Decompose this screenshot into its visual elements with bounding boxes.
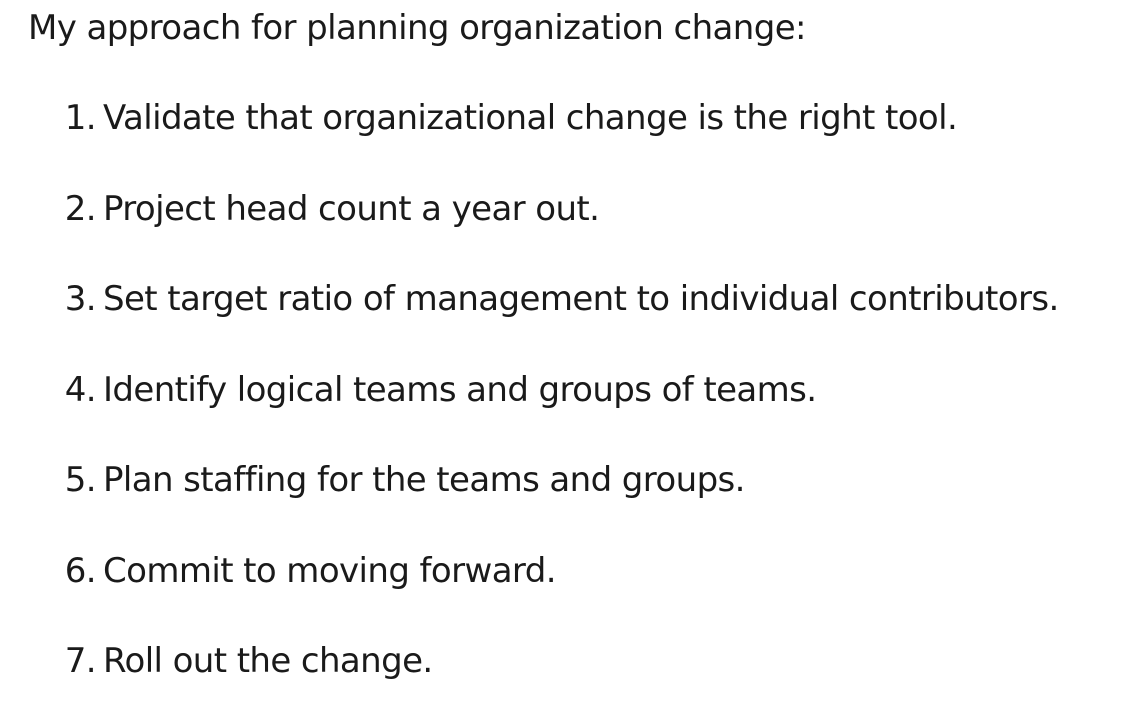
list-item: 2. Project head count a year out.	[0, 189, 1127, 229]
step-number: 1.	[64, 98, 97, 138]
step-text: Roll out the change.	[103, 641, 433, 681]
step-number: 5.	[64, 460, 97, 500]
step-number: 7.	[64, 641, 97, 681]
step-text: Set target ratio of management to indivi…	[103, 279, 1059, 319]
step-text: Identify logical teams and groups of tea…	[103, 370, 817, 410]
step-number: 3.	[64, 279, 97, 319]
list-item: 7. Roll out the change.	[0, 641, 1127, 681]
list-item: 6. Commit to moving forward.	[0, 551, 1127, 591]
step-number: 4.	[64, 370, 97, 410]
step-text: Plan staffing for the teams and groups.	[103, 460, 745, 500]
list-item: 5. Plan staffing for the teams and group…	[0, 460, 1127, 500]
intro-text: My approach for planning organization ch…	[28, 8, 806, 48]
step-number: 2.	[64, 189, 97, 229]
list-item: 3. Set target ratio of management to ind…	[0, 279, 1127, 319]
step-text: Project head count a year out.	[103, 189, 600, 229]
step-text: Commit to moving forward.	[103, 551, 557, 591]
list-item: 4. Identify logical teams and groups of …	[0, 370, 1127, 410]
step-number: 6.	[64, 551, 97, 591]
list-item: 1. Validate that organizational change i…	[0, 98, 1127, 138]
step-text: Validate that organizational change is t…	[103, 98, 958, 138]
